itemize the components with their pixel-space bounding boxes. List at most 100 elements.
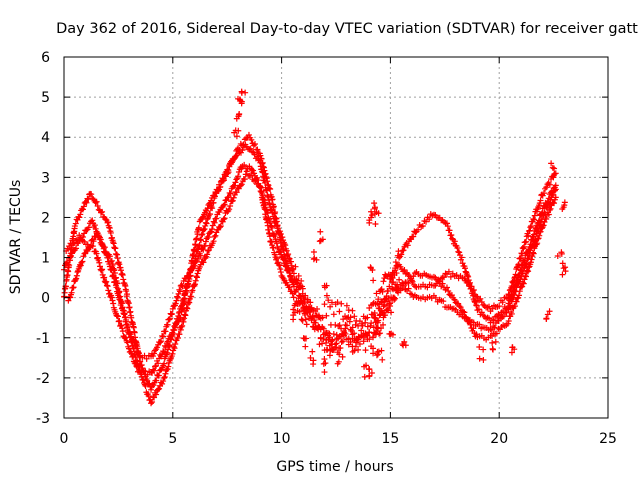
data-point — [370, 277, 377, 284]
data-point — [480, 346, 487, 353]
data-point — [93, 198, 100, 205]
data-point — [225, 193, 232, 200]
data-point — [313, 312, 320, 319]
data-point — [365, 366, 372, 373]
data-point — [212, 232, 219, 239]
data-point — [396, 254, 403, 261]
data-point — [188, 293, 195, 300]
data-point — [400, 268, 407, 275]
data-point — [210, 238, 217, 245]
data-point — [368, 208, 375, 215]
data-point — [133, 363, 140, 370]
chart-title: Day 362 of 2016, Sidereal Day-to-day VTE… — [56, 21, 638, 37]
x-tick-label: 0 — [60, 431, 69, 447]
data-point — [160, 348, 167, 355]
data-point — [220, 177, 227, 184]
y-tick-label: 4 — [41, 130, 50, 146]
data-point — [496, 303, 503, 310]
data-point — [504, 295, 511, 302]
data-point — [269, 224, 276, 231]
data-point — [473, 331, 480, 338]
data-point — [202, 255, 209, 262]
data-point — [368, 369, 375, 376]
x-tick-label: 20 — [490, 431, 508, 447]
data-point — [131, 339, 138, 346]
data-point — [157, 339, 164, 346]
data-point — [161, 373, 168, 380]
data-point — [338, 300, 345, 307]
data-point — [523, 260, 530, 267]
data-point — [463, 279, 470, 286]
data-point — [323, 346, 330, 353]
data-point — [207, 229, 214, 236]
data-point — [174, 294, 181, 301]
data-point — [82, 198, 89, 205]
data-point — [272, 254, 279, 261]
data-point — [509, 278, 516, 285]
data-point — [399, 341, 406, 348]
data-point — [162, 370, 169, 377]
data-point — [202, 238, 209, 245]
data-point — [551, 200, 558, 207]
data-point — [81, 230, 88, 237]
data-point — [235, 111, 242, 118]
data-point — [98, 267, 105, 274]
data-point — [181, 311, 188, 318]
data-point — [72, 220, 79, 227]
data-point — [288, 258, 295, 265]
data-point — [561, 202, 568, 209]
data-point — [290, 312, 297, 319]
data-point — [291, 276, 298, 283]
data-point — [423, 218, 430, 225]
data-point — [178, 323, 185, 330]
data-point — [148, 386, 155, 393]
data-point — [295, 272, 302, 279]
data-point — [290, 306, 297, 313]
data-point — [524, 267, 531, 274]
data-point — [171, 345, 178, 352]
data-point — [321, 301, 328, 308]
data-point — [273, 255, 280, 262]
data-point — [96, 236, 103, 243]
data-point — [238, 100, 245, 107]
data-point — [410, 233, 417, 240]
data-point — [375, 296, 382, 303]
data-point — [169, 350, 176, 357]
data-point — [550, 172, 557, 179]
data-point — [503, 309, 510, 316]
data-point — [270, 232, 277, 239]
data-point — [373, 352, 380, 359]
data-point — [186, 299, 193, 306]
data-point — [367, 322, 374, 329]
data-point — [233, 189, 240, 196]
data-point — [373, 331, 380, 338]
data-point — [231, 182, 238, 189]
data-point — [310, 248, 317, 255]
data-point — [221, 201, 228, 208]
data-point — [506, 303, 513, 310]
data-point — [552, 186, 559, 193]
data-point — [546, 181, 553, 188]
data-point — [108, 294, 115, 301]
data-point — [65, 297, 72, 304]
data-point — [535, 228, 542, 235]
data-point — [77, 262, 84, 269]
data-point — [294, 280, 301, 287]
data-point — [367, 264, 374, 271]
data-point — [338, 339, 345, 346]
data-point — [559, 205, 566, 212]
data-point — [114, 280, 121, 287]
data-point — [77, 211, 84, 218]
data-point — [543, 184, 550, 191]
data-point — [381, 301, 388, 308]
data-point — [476, 355, 483, 362]
data-point — [327, 303, 334, 310]
data-point — [233, 176, 240, 183]
data-point — [229, 197, 236, 204]
data-point — [307, 354, 314, 361]
data-point — [310, 361, 317, 368]
data-point — [286, 284, 293, 291]
data-point — [559, 260, 566, 267]
data-point — [242, 89, 249, 96]
